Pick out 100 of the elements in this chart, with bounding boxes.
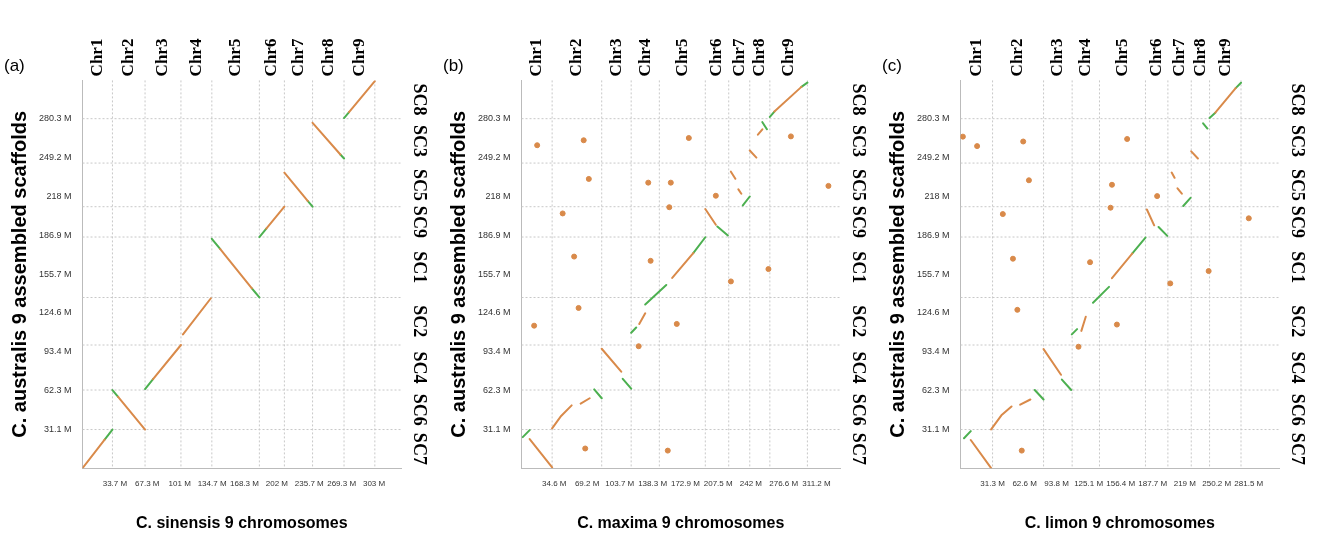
y-tick-label: 155.7 M xyxy=(38,268,72,279)
y-tick-label: 62.3 M xyxy=(922,385,950,395)
text: Chr2 xyxy=(1007,38,1027,77)
text: SC3 xyxy=(849,124,870,157)
x-tick-label: 187.7 M xyxy=(1138,479,1168,489)
y-tick-label: 124.6 M xyxy=(477,307,511,318)
text: Chr1 xyxy=(965,38,985,77)
x-tick-label: 101 M xyxy=(168,479,192,489)
text: Chr6 xyxy=(261,38,281,77)
text: SC7 xyxy=(410,432,431,465)
x-tick-label: 242 M xyxy=(739,479,763,489)
x-tick-label: 276.6 M xyxy=(769,479,799,489)
y-tick-label: 93.4 M xyxy=(483,346,511,357)
y-tick-label: 31.1 M xyxy=(922,423,950,434)
text: SC6 xyxy=(410,393,431,426)
text: SC8 xyxy=(849,83,870,116)
x-tick-label: 156.4 M xyxy=(1106,479,1136,489)
x-tick-label: 33.7 M xyxy=(102,479,128,489)
x-tick-label: 281.5 M xyxy=(1234,479,1264,489)
y-tick-label: 93.4 M xyxy=(44,346,72,357)
text: SC6 xyxy=(849,393,870,426)
text: SC2 xyxy=(410,305,431,338)
text: Chr1 xyxy=(86,38,106,77)
text: SC9 xyxy=(1288,205,1309,238)
x-tick-label: 138.3 M xyxy=(638,479,668,489)
text: Chr8 xyxy=(749,38,769,77)
text: SC2 xyxy=(849,305,870,338)
text: SC4 xyxy=(1288,351,1309,384)
text: Chr7 xyxy=(287,38,307,77)
y-tick-label: 93.4 M xyxy=(922,346,950,357)
text: SC8 xyxy=(410,83,431,116)
text: Chr9 xyxy=(348,38,368,77)
text: Chr4 xyxy=(634,38,654,77)
x-tick-label: 311.2 M xyxy=(802,479,831,489)
x-tick-label: 93.8 M xyxy=(1044,479,1070,489)
y-tick-label: 186.9 M xyxy=(477,229,511,240)
text: SC9 xyxy=(410,205,431,238)
text: SC1 xyxy=(1288,251,1309,284)
y-tick-label: 31.1 M xyxy=(44,423,72,434)
text: Chr6 xyxy=(706,38,726,77)
x-tick-label: 103.7 M xyxy=(605,479,635,489)
text: Chr7 xyxy=(728,38,748,77)
y-tick-label: 280.3 M xyxy=(916,113,950,124)
y-axis-title: C. australis 9 assembled scaffolds xyxy=(446,110,469,438)
text: Chr4 xyxy=(185,38,205,77)
y-tick-label: 31.1 M xyxy=(483,423,511,434)
y-tick-label: 218 M xyxy=(485,190,511,201)
text: Chr3 xyxy=(152,38,172,77)
x-axis-title: C. limon 9 chromosomes xyxy=(1024,513,1215,531)
y-tick-label: 249.2 M xyxy=(477,151,511,162)
y-tick-label: 249.2 M xyxy=(916,151,950,162)
text: SC4 xyxy=(410,351,431,384)
chart-title: (c) xyxy=(882,55,902,75)
text: SC1 xyxy=(849,251,870,284)
y-tick-label: 62.3 M xyxy=(483,385,511,395)
x-tick-label: 235.7 M xyxy=(294,479,325,489)
text: SC3 xyxy=(410,124,431,157)
y-tick-label: 280.3 M xyxy=(38,113,72,124)
text: Chr5 xyxy=(671,38,691,77)
text: Chr3 xyxy=(605,38,625,77)
text: SC5 xyxy=(410,168,431,201)
x-tick-label: 67.3 M xyxy=(135,479,160,489)
x-tick-label: 125.1 M xyxy=(1074,479,1104,489)
text: SC7 xyxy=(849,432,870,465)
x-tick-label: 62.6 M xyxy=(1012,479,1038,489)
x-tick-label: 168.3 M xyxy=(230,479,260,489)
y-tick-label: 155.7 M xyxy=(916,268,950,279)
x-tick-label: 202 M xyxy=(265,479,289,489)
y-tick-label: 186.9 M xyxy=(38,229,72,240)
y-tick-label: 155.7 M xyxy=(477,268,511,279)
y-tick-label: 249.2 M xyxy=(38,151,72,162)
text: SC8 xyxy=(1288,83,1309,116)
x-tick-label: 31.3 M xyxy=(980,479,1006,489)
x-tick-label: 207.5 M xyxy=(703,479,733,489)
x-axis-title: C. maxima 9 chromosomes xyxy=(577,513,785,531)
x-tick-label: 303 M xyxy=(362,479,386,489)
text: Chr1 xyxy=(526,38,546,77)
x-tick-label: 250.2 M xyxy=(1202,479,1232,489)
chart-title: (a) xyxy=(4,55,25,75)
y-axis-title: C. australis 9 assembled scaffolds xyxy=(885,110,908,438)
y-tick-label: 124.6 M xyxy=(38,307,72,318)
text: Chr9 xyxy=(1214,38,1234,77)
text: Chr3 xyxy=(1047,38,1067,77)
y-tick-label: 186.9 M xyxy=(916,229,950,240)
text: SC3 xyxy=(1288,124,1309,157)
text: SC5 xyxy=(849,168,870,201)
text: Chr9 xyxy=(778,38,798,77)
chart-title: (b) xyxy=(443,55,464,75)
text: Chr5 xyxy=(224,38,244,77)
y-tick-label: 218 M xyxy=(924,190,950,201)
text: Chr8 xyxy=(317,38,337,77)
text: SC6 xyxy=(1288,393,1309,426)
y-tick-label: 280.3 M xyxy=(477,113,511,124)
text: SC2 xyxy=(1288,305,1309,338)
y-tick-label: 124.6 M xyxy=(916,307,950,318)
text: Chr6 xyxy=(1146,38,1166,77)
x-tick-label: 172.9 M xyxy=(670,479,701,489)
y-tick-label: 62.3 M xyxy=(44,385,72,395)
x-tick-label: 269.3 M xyxy=(327,479,357,489)
text: SC9 xyxy=(849,205,870,238)
